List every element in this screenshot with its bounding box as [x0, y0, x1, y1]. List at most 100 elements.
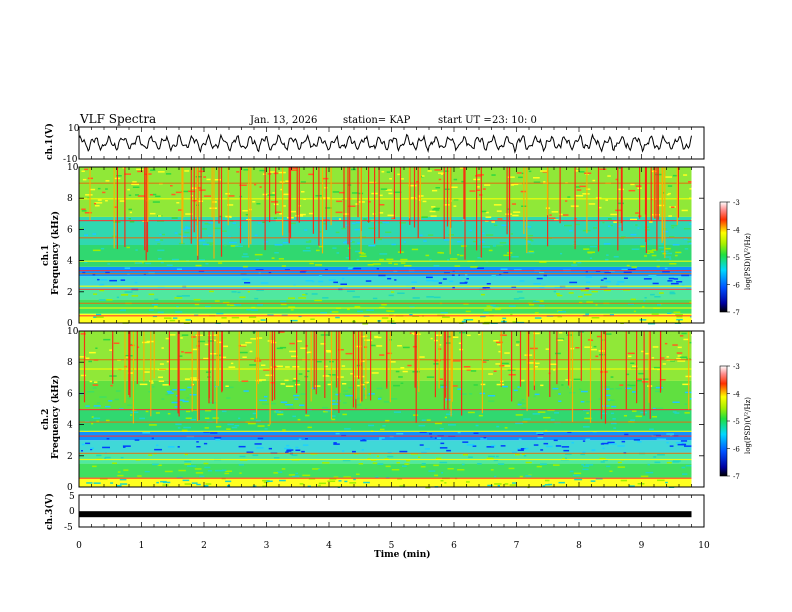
spec-speckle: [582, 193, 590, 195]
spec-speckle: [206, 178, 211, 181]
spec-speckle: [105, 271, 110, 274]
spec-speckle: [185, 213, 193, 215]
spec-speckle: [681, 443, 687, 446]
spec-sferic: [461, 331, 463, 416]
spec-speckle: [353, 478, 356, 481]
spec-speckle: [564, 457, 567, 460]
spec-speckle: [199, 475, 205, 478]
spec-speckle: [688, 242, 694, 244]
spec-speckle: [510, 313, 513, 316]
spec-speckle: [539, 272, 545, 274]
spec-sferic: [639, 167, 641, 219]
spec-band-2: [79, 302, 692, 304]
spec-sferic: [181, 167, 183, 244]
spec-speckle: [466, 319, 474, 321]
spec-speckle: [264, 428, 268, 430]
spec-speckle: [339, 191, 345, 194]
spec-speckle: [461, 320, 467, 323]
spec-speckle: [488, 373, 493, 375]
spec-speckle: [452, 360, 461, 362]
spec-speckle: [383, 401, 390, 403]
spec-speckle: [536, 277, 543, 280]
spec-speckle: [655, 390, 663, 393]
spec-speckle: [155, 239, 160, 241]
spec-speckle: [376, 345, 383, 347]
spec-speckle: [357, 384, 360, 387]
spec-speckle: [390, 398, 398, 400]
spec-speckle: [605, 394, 611, 397]
spec-sferic: [218, 167, 220, 224]
spec-sferic: [200, 167, 202, 239]
spec-speckle: [652, 214, 660, 216]
spec-speckle: [168, 334, 176, 336]
spec-speckle: [653, 456, 657, 458]
spec-speckle: [192, 200, 198, 202]
spec-speckle: [254, 443, 262, 445]
spec-speckle: [368, 424, 375, 427]
spec-speckle: [666, 356, 669, 358]
spec-speckle: [203, 485, 209, 487]
spec-speckle: [164, 470, 173, 473]
spec-speckle: [302, 250, 311, 252]
spec-speckle: [626, 264, 630, 267]
spec-speckle: [161, 398, 165, 400]
spec-speckle: [440, 480, 444, 482]
spec-sferic: [556, 331, 558, 385]
spec-speckle: [617, 445, 625, 447]
spec-speckle: [300, 181, 306, 183]
spec-speckle: [527, 362, 536, 364]
spec-speckle: [491, 444, 496, 447]
spec-speckle: [239, 455, 246, 458]
ch1-colorbar-ticks: -3-4-5-6-7: [727, 199, 740, 317]
spec-sferic: [528, 331, 530, 397]
spec-speckle: [187, 386, 193, 389]
spec-speckle: [675, 254, 678, 257]
spec-speckle: [447, 336, 452, 338]
spec-speckle: [208, 235, 212, 237]
spec-speckle: [440, 442, 445, 445]
spec-sferic: [321, 167, 324, 254]
spec-speckle: [577, 167, 580, 169]
spec-speckle: [391, 217, 396, 220]
spec-speckle: [390, 361, 396, 363]
spec-speckle: [544, 484, 551, 486]
spec-speckle: [241, 278, 250, 280]
spec-speckle: [601, 412, 607, 415]
spec-speckle: [99, 289, 105, 292]
spec-ytick-label: 2: [67, 288, 73, 298]
spec-speckle: [496, 341, 503, 344]
spec-speckle: [403, 241, 406, 243]
spec-speckle: [461, 180, 464, 183]
spec-speckle: [610, 213, 617, 216]
spec-speckle: [318, 280, 324, 283]
spec-speckle: [586, 401, 592, 403]
spec-speckle: [268, 272, 272, 274]
spec-sferic: [389, 331, 391, 403]
spec-speckle: [281, 265, 286, 267]
spec-sferic: [221, 331, 223, 393]
spec-speckle: [525, 475, 532, 477]
spec-speckle: [381, 304, 387, 306]
spec-speckle: [330, 400, 336, 402]
spec-speckle: [687, 241, 693, 243]
spec-sferic: [645, 167, 647, 242]
spec-speckle: [426, 279, 434, 282]
spec-speckle: [145, 410, 149, 413]
spec-speckle: [454, 274, 459, 276]
spec-speckle: [503, 254, 511, 257]
spec-speckle: [573, 261, 576, 264]
spec-speckle: [208, 222, 214, 224]
spec-speckle: [686, 237, 693, 240]
spec-speckle: [535, 362, 540, 365]
spec-speckle: [555, 352, 561, 355]
spec-speckle: [148, 391, 152, 393]
spec-speckle: [606, 254, 609, 256]
spec-speckle: [591, 317, 600, 319]
spec-speckle: [583, 409, 590, 411]
spec-speckle: [86, 482, 93, 484]
spec-speckle: [262, 485, 267, 487]
spec-speckle: [368, 181, 377, 184]
spec-speckle: [672, 461, 680, 463]
spec-speckle: [439, 461, 448, 464]
